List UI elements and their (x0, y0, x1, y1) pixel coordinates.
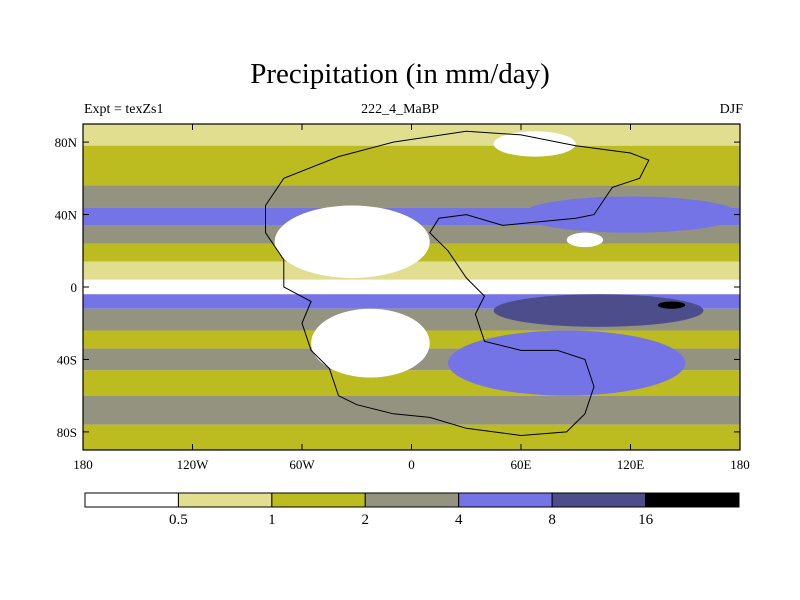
colorbar-swatch (364, 492, 460, 508)
lon-tick-label: 180 (730, 457, 750, 472)
colorbar-swatch (84, 492, 179, 508)
region-wet-tethys (493, 294, 704, 327)
zonal-band (83, 395, 740, 425)
lat-tick-label: 40N (55, 208, 78, 223)
colorbar-swatch (551, 492, 647, 508)
lon-tick-label: 60W (289, 457, 315, 472)
zonal-band (83, 279, 740, 295)
zonal-band (83, 261, 740, 280)
colorbar-label: 16 (638, 512, 654, 528)
colorbar-swatch (271, 492, 366, 508)
zonal-band (83, 124, 740, 146)
region-max-west-pacific (657, 301, 686, 309)
lat-tick-label: 80S (57, 425, 77, 440)
lon-tick-label: 0 (408, 457, 415, 472)
pangea-coastline (265, 130, 650, 437)
region-dry-north-pangea (274, 205, 430, 278)
colorbar-label: 1 (268, 512, 276, 528)
lon-tick-label: 60E (511, 457, 532, 472)
region-wet-south-tethys (448, 330, 686, 396)
precipitation-field (83, 124, 740, 450)
continent-outline (265, 130, 650, 437)
region-dry-east-asia (566, 232, 604, 248)
lat-tick-label: 0 (71, 280, 78, 295)
lon-tick-label: 120E (617, 457, 645, 472)
colorbar-swatch (177, 492, 273, 508)
lon-tick-label: 180 (73, 457, 93, 472)
colorbar-swatch (458, 492, 553, 508)
region-dry-arctic-coast (493, 131, 576, 157)
experiment-label: Expt = texZs1 (84, 102, 164, 117)
age-label: 222_4_MaBP (361, 102, 439, 117)
colorbar-swatch (645, 492, 740, 508)
colorbar-label: 4 (455, 512, 463, 528)
colorbar-label: 8 (548, 512, 556, 528)
plot-title: Precipitation (in mm/day) (250, 58, 550, 90)
season-label: DJF (719, 102, 743, 117)
axis-ticks: 180 120W 60W 0 60E 120E 180 80N 40N 0 40S 80S (55, 124, 750, 472)
lon-tick-label: 120W (177, 457, 210, 472)
lat-tick-label: 80N (55, 135, 78, 150)
colorbar-label: 0.5 (169, 512, 188, 528)
colorbar-label: 2 (362, 512, 370, 528)
region-wet-north-midlat (521, 196, 740, 233)
region-dry-south-pangea (311, 308, 430, 378)
lat-tick-label: 40S (57, 352, 77, 367)
zonal-band (83, 145, 740, 186)
colorbar: 0.5 1 2 4 8 16 (84, 492, 740, 528)
